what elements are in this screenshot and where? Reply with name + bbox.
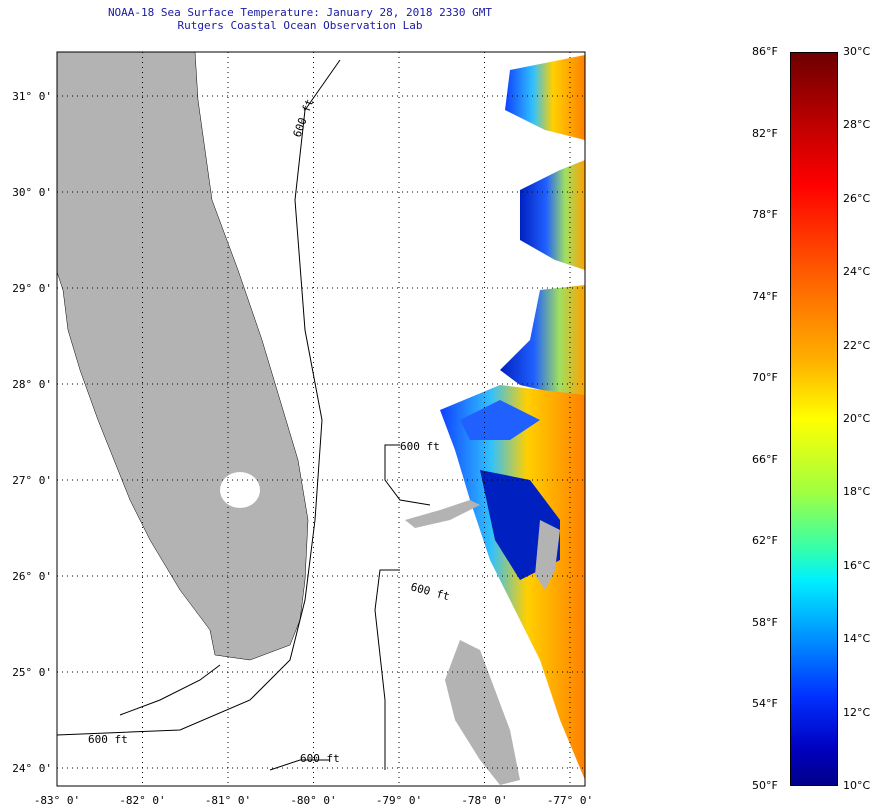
lat-tick-label: 30° 0' — [12, 186, 52, 199]
colorbar-label-f: 74°F — [752, 289, 778, 303]
colorbar-label-c: 26°C — [843, 191, 871, 205]
lon-tick-label: -78° 0' — [461, 794, 507, 807]
colorbar-label-c: 12°C — [843, 705, 871, 719]
colorbar-label-f: 58°F — [752, 615, 778, 629]
colorbar-label-c: 20°C — [843, 412, 871, 425]
contour-label: 600 ft — [400, 440, 440, 453]
colorbar-label-f: 66°F — [752, 452, 778, 466]
grand-bahama — [405, 500, 480, 528]
map-title: NOAA-18 Sea Surface Temperature: January… — [107, 6, 493, 19]
colorbar-label-f: 54°F — [752, 697, 778, 711]
contour-label: 600 ft — [409, 580, 451, 603]
contour-label: 600 ft — [291, 97, 317, 139]
colorbar — [790, 52, 838, 786]
colorbar-label-c: 24°C — [843, 265, 871, 279]
florida-land — [57, 52, 309, 661]
lat-tick-label: 26° 0' — [12, 570, 52, 583]
abaco — [535, 520, 560, 590]
lat-tick-label: 29° 0' — [12, 282, 52, 295]
colorbar-label-f: 86°F — [752, 45, 778, 58]
sst-data — [440, 55, 585, 780]
lat-tick-label: 25° 0' — [12, 666, 52, 679]
map-subtitle: Rutgers Coastal Ocean Observation Lab — [177, 19, 423, 32]
colorbar-label-c: 16°C — [843, 558, 871, 572]
depth-contours — [57, 59, 431, 771]
map-frame — [56, 51, 586, 787]
lat-tick-label: 31° 0' — [12, 90, 52, 103]
colorbar-label-c: 14°C — [843, 632, 871, 646]
colorbar-label-c: 18°C — [843, 485, 871, 499]
colorbar-label-c: 28°C — [843, 118, 871, 132]
lon-tick-label: -79° 0' — [376, 794, 422, 807]
colorbar-label-f: 62°F — [752, 534, 778, 548]
lat-tick-label: 27° 0' — [12, 474, 52, 487]
colorbar-label-c: 22°C — [843, 338, 871, 352]
colorbar-label-f: 82°F — [752, 126, 778, 140]
lon-tick-label: -83° 0' — [34, 794, 80, 807]
contour-label: 600 ft — [300, 752, 340, 765]
lon-tick-label: -77° 0' — [547, 794, 593, 807]
grid-lines — [57, 52, 585, 786]
colorbar-label-f: 78°F — [752, 208, 778, 222]
lon-tick-label: -81° 0' — [205, 794, 251, 807]
colorbar-label-c: 30°C — [843, 45, 871, 58]
colorbar-label-f: 70°F — [752, 371, 778, 385]
lat-tick-label: 24° 0' — [12, 762, 52, 775]
lat-tick-label: 28° 0' — [12, 378, 52, 391]
andros — [445, 640, 520, 785]
colorbar-label-c: 10°C — [843, 779, 871, 792]
contour-label: 600 ft — [88, 733, 128, 746]
lon-tick-label: -80° 0' — [290, 794, 336, 807]
colorbar-label-f: 50°F — [752, 779, 778, 792]
lon-tick-label: -82° 0' — [119, 794, 165, 807]
